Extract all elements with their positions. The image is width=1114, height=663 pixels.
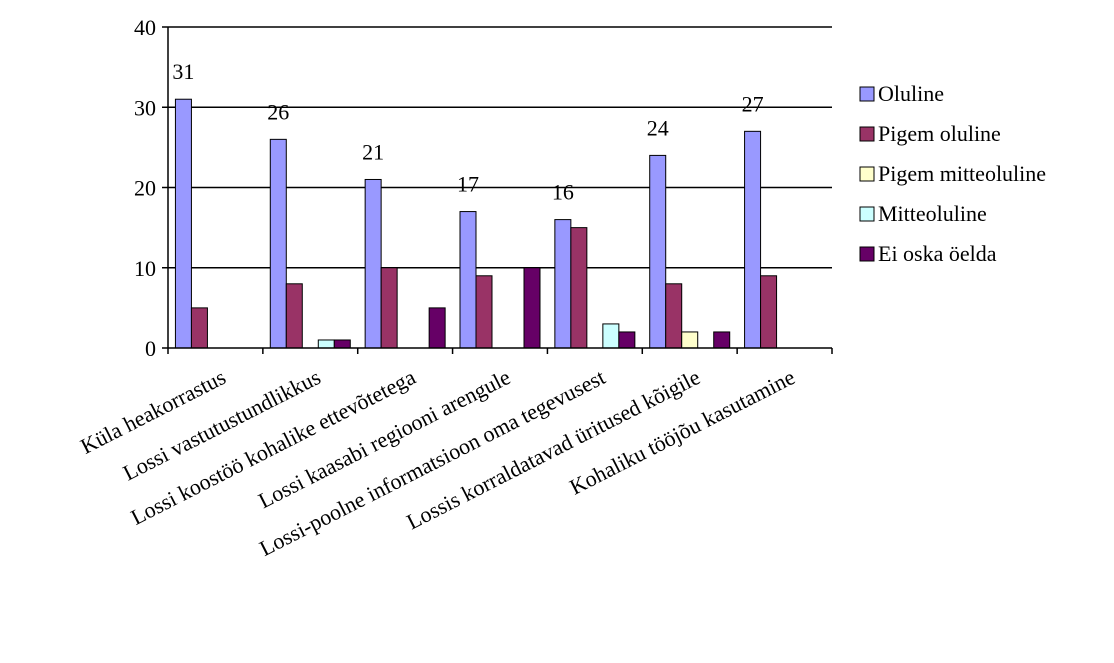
bar-pigem-oluline-4 [475,275,493,349]
legend-label-pigem-oluline: Pigem oluline [878,121,1001,146]
bar-oluline-7 [744,130,762,349]
bar-ei-oska-oelda-6 [713,331,731,349]
bar-oluline-6 [649,154,667,349]
data-label-5: 16 [552,180,574,205]
bar-oluline-1 [174,98,192,349]
bar-pigem-oluline-5 [570,227,588,349]
legend-label-pigem-mitteoluline: Pigem mitteoluline [878,161,1046,186]
bar-oluline-2 [269,138,287,349]
data-label-3: 21 [362,139,384,164]
y-tick-label-20: 20 [134,176,156,201]
bar-pigem-oluline-6 [665,283,683,349]
bar-mitteoluline-2 [317,339,335,349]
bar-ei-oska-oelda-5 [618,331,636,349]
legend-swatch-pigem-mitteoluline [859,166,875,182]
bars [174,98,778,349]
data-label-1: 31 [172,59,194,84]
legend-swatch-mitteoluline [859,206,875,222]
y-tick-label-10: 10 [134,256,156,281]
bar-pigem-oluline-1 [190,307,208,349]
bar-oluline-3 [364,178,382,349]
data-label-7: 27 [742,91,764,116]
y-tick-label-30: 30 [134,95,156,120]
bar-pigem-mitteoluline-6 [681,331,699,349]
bar-oluline-4 [459,211,477,349]
bar-ei-oska-oelda-4 [523,267,541,349]
legend-swatch-oluline [859,86,875,102]
legend-swatch-pigem-oluline [859,126,875,142]
y-tick-label-40: 40 [134,15,156,40]
bar-pigem-oluline-2 [285,283,303,349]
legend-label-oluline: Oluline [878,81,944,106]
gridlines [168,26,832,269]
bar-pigem-oluline-3 [380,267,398,349]
legend-label-ei-oska-oelda: Ei oska öelda [878,241,997,266]
legend-label-mitteoluline: Mitteoluline [878,201,987,226]
data-label-2: 26 [267,99,289,124]
data-labels: 31 26 21 17 16 24 27 [172,59,763,204]
legend-swatch-ei-oska-oelda [859,246,875,262]
bar-ei-oska-oelda-3 [428,307,446,349]
legend: Oluline Pigem oluline Pigem mitteoluline Mi… [859,81,1046,266]
data-label-4: 17 [457,172,479,197]
bar-pigem-oluline-7 [760,275,778,349]
bar-ei-oska-oelda-2 [333,339,351,349]
data-label-6: 24 [647,115,669,140]
bar-oluline-5 [554,219,572,349]
bar-mitteoluline-5 [602,323,620,349]
y-tick-label-0: 0 [145,336,156,361]
